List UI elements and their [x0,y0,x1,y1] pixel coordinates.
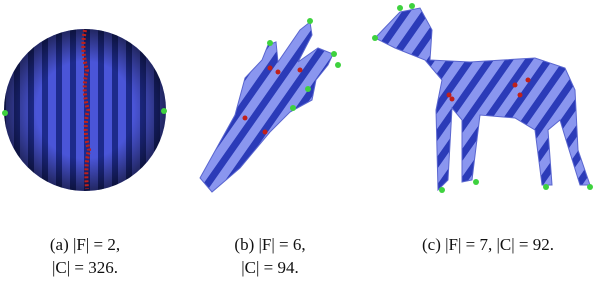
horse-image [372,3,593,193]
sphere-image [2,29,167,191]
figure: (a) |F| = 2, |C| = 326. (b) |F| = 6, |C|… [0,0,605,295]
caption-line: |C| = 94. [241,258,298,277]
caption-line: |C| = 326. [52,258,118,277]
hand-image [200,18,341,192]
caption-line: (c) |F| = 7, |C| = 92. [422,235,554,254]
caption-line: (a) |F| = 2, [50,235,120,254]
caption-line: (b) |F| = 6, [234,235,305,254]
